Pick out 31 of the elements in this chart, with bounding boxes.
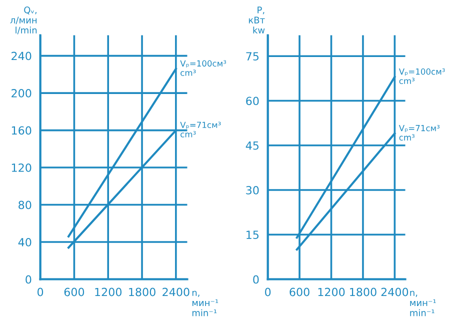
y-axis-title: Qᵥ, л/мин l/min	[10, 6, 37, 34]
y-axis-title: P, кВт kw	[248, 6, 265, 34]
y-tick-label: 120	[12, 164, 32, 172]
series-label: Vₚ=100см³ cm³	[180, 60, 226, 76]
y-tick-label: 30	[246, 186, 259, 194]
x-tick-label: 600	[290, 288, 310, 296]
y-tick-label: 160	[12, 126, 32, 135]
series-label: Vₚ=71см³ cm³	[180, 122, 221, 138]
x-tick-label: 1200	[95, 288, 122, 296]
x-tick-label: 0	[265, 288, 271, 296]
y-tick-label: 80	[18, 200, 32, 210]
x-tick-label: 0	[37, 288, 44, 296]
x-tick-label: 2400	[381, 288, 408, 296]
y-tick-label: 40	[18, 238, 32, 246]
y-tick-label: 15	[246, 230, 259, 240]
x-axis-title: n, мин⁻¹ min⁻¹	[410, 290, 436, 316]
x-tick-label: 1800	[350, 288, 376, 296]
y-tick-label: 45	[246, 142, 259, 150]
y-tick-label: 200	[12, 89, 32, 98]
y-tick-label: 75	[246, 52, 259, 61]
y-tick-label: 240	[12, 52, 32, 60]
x-tick-label: 2400	[162, 288, 190, 296]
series-label: Vₚ=100см³ cm³	[398, 68, 445, 84]
x-tick-label: 600	[64, 288, 84, 296]
x-axis-title: n, мин⁻¹ min⁻¹	[192, 290, 218, 316]
y-tick-label: 0	[253, 275, 259, 284]
x-tick-label: 1200	[318, 288, 345, 296]
x-tick-label: 1800	[129, 288, 156, 296]
y-tick-label: 60	[246, 96, 259, 106]
y-tick-label: 0	[26, 275, 32, 284]
series-label: Vₚ=71см³ cm³	[398, 124, 440, 141]
